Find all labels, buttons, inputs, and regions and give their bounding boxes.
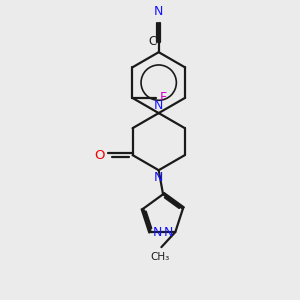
Text: C: C [148,35,156,48]
Text: CH₃: CH₃ [150,252,170,262]
Text: N: N [164,226,173,238]
Text: O: O [94,148,104,162]
Text: F: F [160,92,167,104]
Text: N: N [153,226,163,238]
Text: N: N [154,171,164,184]
Text: N: N [154,5,164,18]
Text: N: N [154,99,164,112]
